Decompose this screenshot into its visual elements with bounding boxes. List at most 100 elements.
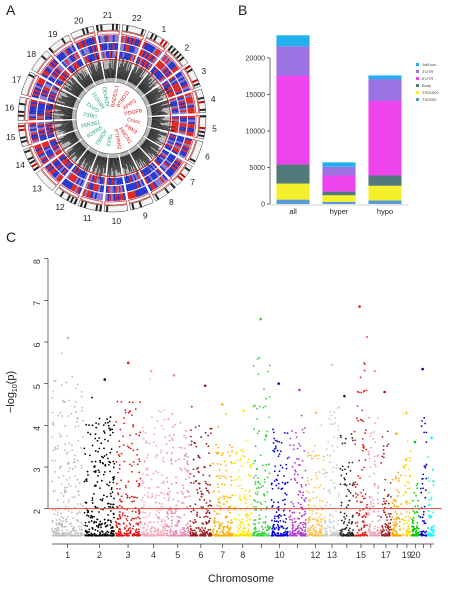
snp-point xyxy=(347,488,349,491)
snp-point xyxy=(264,405,267,408)
snp-point xyxy=(374,534,377,537)
cytoband xyxy=(95,204,99,211)
snp-point xyxy=(307,504,310,506)
snp-point xyxy=(402,465,405,468)
bar-segment-3utr xyxy=(322,166,356,176)
snp-point xyxy=(210,432,212,435)
chromosome-points-8 xyxy=(232,409,253,537)
heatmap-cell xyxy=(42,159,50,165)
snp-point xyxy=(324,475,327,478)
density-spike xyxy=(151,112,166,115)
heatmap-cell xyxy=(163,83,171,89)
density-spike xyxy=(64,143,82,160)
snp-point xyxy=(110,495,113,498)
snp-point xyxy=(365,506,368,509)
snp-point xyxy=(300,485,303,488)
snp-point xyxy=(131,510,134,513)
snp-top-point xyxy=(373,369,377,373)
snp-point xyxy=(203,533,205,536)
snp-point xyxy=(109,534,111,536)
heatmap-cell xyxy=(96,52,101,60)
snp-point xyxy=(258,521,260,524)
heatmap-cell xyxy=(67,46,74,54)
snp-point xyxy=(252,522,255,525)
snp-point xyxy=(135,517,138,520)
snp-point xyxy=(423,465,426,468)
heatmap-cell xyxy=(58,154,66,161)
snp-point xyxy=(103,518,106,521)
density-spike xyxy=(122,156,128,170)
snp-point xyxy=(91,497,94,499)
snp-point xyxy=(319,520,322,523)
snp-point xyxy=(293,521,296,524)
cytoband xyxy=(198,134,205,138)
snp-point xyxy=(411,518,414,521)
heatmap-cell xyxy=(91,45,96,53)
snp-point xyxy=(208,534,211,537)
snp-point xyxy=(315,523,318,526)
density-spike xyxy=(127,154,135,172)
heatmap-cell xyxy=(44,147,52,153)
snp-point xyxy=(351,484,354,487)
snp-point xyxy=(280,514,282,517)
panel-a-label: A xyxy=(6,2,16,18)
snp-point xyxy=(167,487,170,490)
snp-point xyxy=(100,526,102,529)
snp-point xyxy=(108,420,111,423)
snp-point xyxy=(59,523,62,526)
snp-point xyxy=(164,529,167,532)
snp-point xyxy=(249,463,252,466)
snp-point xyxy=(280,488,283,491)
snp-point xyxy=(144,511,146,514)
snp-point xyxy=(274,515,276,518)
snp-point xyxy=(173,434,175,436)
snp-point xyxy=(126,495,129,497)
snp-point xyxy=(52,421,55,424)
snp-point xyxy=(103,471,106,473)
snp-point xyxy=(93,532,96,535)
snp-point xyxy=(354,439,357,442)
snp-point xyxy=(264,469,266,472)
snp-point xyxy=(116,400,119,403)
density-spike xyxy=(108,63,111,79)
snp-point xyxy=(183,513,186,516)
heatmap-cell xyxy=(145,43,151,51)
heatmap-cell xyxy=(116,177,119,185)
snp-point xyxy=(158,517,161,520)
density-spike xyxy=(55,88,77,100)
snp-point xyxy=(51,411,54,414)
heatmap-cell xyxy=(177,98,185,103)
snp-point xyxy=(203,499,206,501)
heatmap-cell xyxy=(144,61,151,69)
snp-point xyxy=(58,534,60,536)
snp-point xyxy=(229,496,232,499)
snp-point xyxy=(277,487,280,490)
snp-point xyxy=(328,461,331,464)
heatmap-cell xyxy=(120,177,124,185)
snp-point xyxy=(218,531,221,534)
heatmap-cell xyxy=(184,92,192,97)
snp-point xyxy=(109,470,111,473)
snp-point xyxy=(190,435,192,438)
snp-point xyxy=(171,530,174,533)
heatmap-cell xyxy=(47,153,55,159)
heatmap-cell xyxy=(171,117,179,120)
cytoband xyxy=(31,162,38,168)
snp-point xyxy=(224,464,227,467)
snp-point xyxy=(324,527,326,530)
heatmap-cell xyxy=(168,137,176,142)
x-tick-label: 12 xyxy=(310,550,320,560)
ideogram-18 xyxy=(31,50,51,73)
snp-point xyxy=(315,512,318,515)
snp-point xyxy=(176,520,179,523)
heatmap-cell xyxy=(60,51,67,59)
heatmap-cell xyxy=(152,68,159,75)
snp-point xyxy=(423,534,425,537)
heatmap-cell xyxy=(138,57,143,65)
snp-point xyxy=(286,481,289,484)
density-spike xyxy=(134,76,140,85)
snp-point xyxy=(370,503,372,505)
snp-point xyxy=(273,480,276,482)
snp-point xyxy=(87,431,89,434)
snp-point xyxy=(407,519,410,522)
